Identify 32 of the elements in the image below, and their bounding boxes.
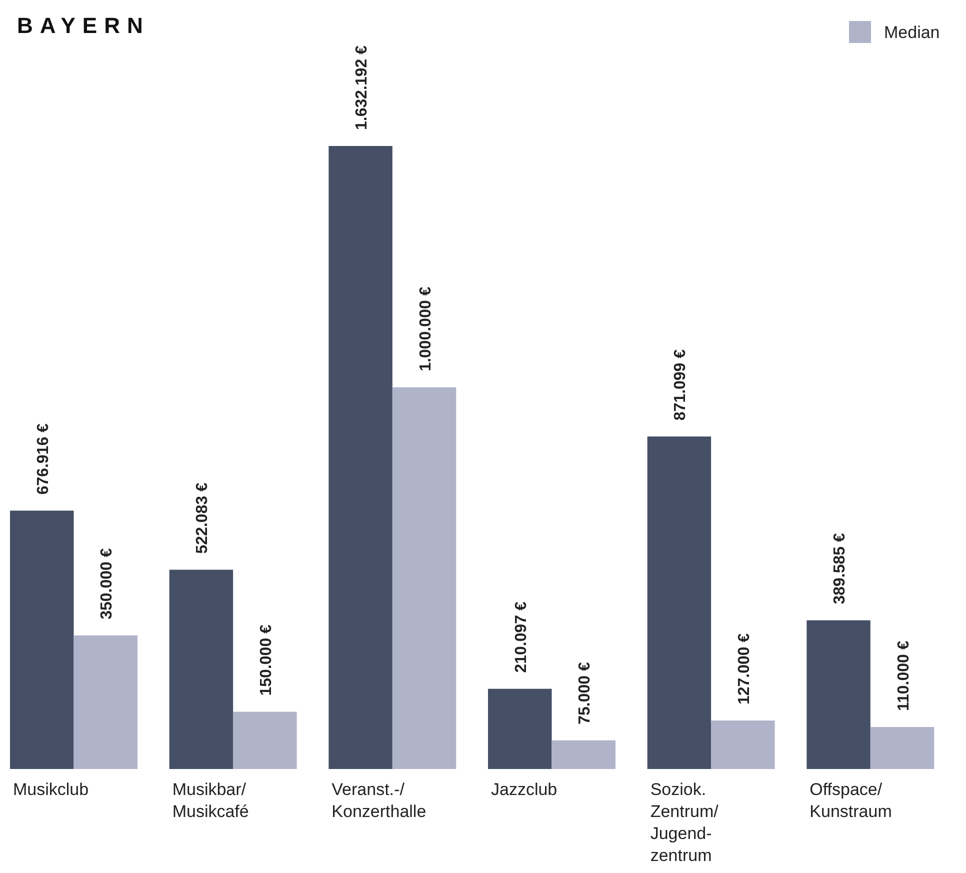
chart-title: BAYERN: [17, 13, 150, 38]
data-label: 676.916 €: [34, 423, 52, 495]
data-label: 210.097 €: [512, 602, 530, 673]
data-label: 75.000 €: [576, 662, 594, 724]
data-label: 150.000 €: [258, 624, 275, 696]
bar: [647, 436, 712, 769]
bar: [711, 720, 775, 769]
data-label: 522.083 €: [194, 482, 212, 554]
data-label: 110.000 €: [895, 640, 912, 712]
x-tick-label: Soziok. Zentrum/ Jugend- zentrum: [650, 780, 719, 865]
bar: [870, 727, 934, 769]
bar: [806, 620, 870, 769]
x-tick-label: Jazzclub: [491, 780, 558, 799]
bar: [488, 688, 552, 769]
bar: [392, 387, 456, 769]
bar: [74, 635, 138, 769]
legend-label: Median: [884, 23, 940, 42]
x-tick-label: Musikclub: [13, 780, 89, 799]
data-label: 1.632.192 €: [354, 45, 371, 130]
data-label: 350.000 €: [98, 548, 116, 620]
bar: [233, 712, 297, 769]
bar: [328, 146, 392, 769]
data-label: 389.585 €: [832, 533, 849, 604]
x-tick-label: Veranst.-/ Konzerthalle: [332, 780, 426, 821]
data-label: 1.000.000 €: [417, 286, 434, 372]
data-label: 871.099 €: [672, 349, 690, 421]
data-label: 127.000 €: [736, 633, 753, 705]
bar: [10, 510, 74, 769]
bar: [169, 570, 234, 769]
x-tick-label: Offspace/ Kunstraum: [810, 780, 892, 821]
x-tick-label: Musikbar/ Musikcafé: [172, 780, 249, 821]
bar: [552, 740, 616, 769]
